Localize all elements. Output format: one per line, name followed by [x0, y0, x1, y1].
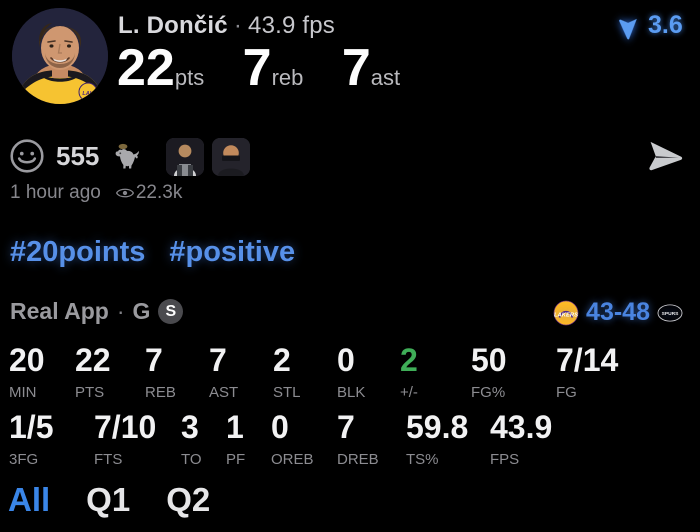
svg-text:LAK: LAK — [82, 91, 94, 97]
svg-text:SPURS: SPURS — [662, 310, 680, 316]
svg-text:LAKERS: LAKERS — [554, 312, 578, 318]
